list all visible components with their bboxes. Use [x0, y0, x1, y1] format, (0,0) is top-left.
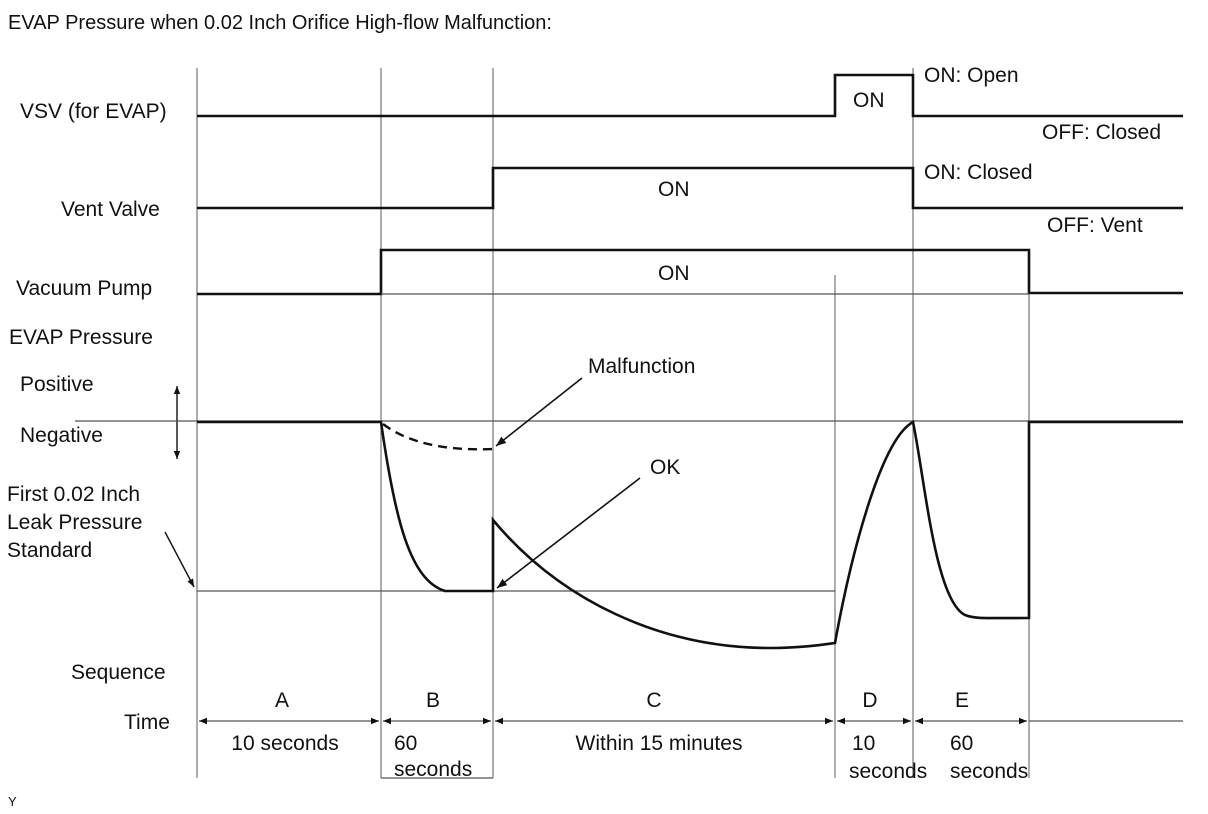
vsv-off-desc: OFF: Closed — [1042, 121, 1161, 144]
vsv-signal: VSV (for EVAP) ON ON: Open OFF: Closed — [20, 64, 1183, 144]
vent-valve-label: Vent Valve — [61, 198, 160, 221]
phase-c-time: Within 15 minutes — [576, 732, 743, 755]
evap-pressure-curve — [197, 420, 1183, 650]
standard-label-line-3: Standard — [7, 539, 92, 562]
phase-b-id: B — [426, 689, 440, 712]
vsv-on-desc: ON: Open — [924, 64, 1019, 87]
vent-on-desc: ON: Closed — [924, 161, 1033, 184]
ok-arrow — [496, 477, 641, 589]
negative-label: Negative — [20, 424, 103, 447]
footer-code: Y — [8, 794, 17, 809]
sequence-axis: Sequence Time A B C D E 10 seconds 60 se… — [71, 661, 1183, 783]
malfunction-label: Malfunction — [588, 355, 695, 378]
malfunction-dashed-curve — [382, 423, 494, 451]
phase-d-time-2: seconds — [849, 760, 927, 783]
ok-label: OK — [650, 456, 680, 479]
phase-b-time-2: seconds — [394, 758, 472, 781]
malfunction-arrow — [495, 377, 583, 447]
phase-d-time-1: 10 — [852, 732, 875, 755]
evap-pressure-label: EVAP Pressure — [9, 326, 153, 349]
pump-on-text: ON — [658, 262, 690, 285]
phase-e-time-1: 60 — [950, 732, 973, 755]
vsv-label: VSV (for EVAP) — [20, 100, 167, 123]
phase-d-id: D — [862, 689, 877, 712]
diagram-title: EVAP Pressure when 0.02 Inch Orifice Hig… — [8, 12, 552, 34]
phase-c-id: C — [646, 689, 661, 712]
vacuum-pump-label: Vacuum Pump — [16, 277, 152, 300]
evap-pressure-graph: EVAP Pressure Positive Negative First 0.… — [7, 326, 1183, 650]
vent-valve-signal: Vent Valve ON ON: Closed OFF: Vent — [61, 161, 1183, 237]
vsv-on-text: ON — [853, 89, 885, 112]
phase-e-time-2: seconds — [950, 760, 1028, 783]
sequence-label: Sequence — [71, 661, 166, 684]
standard-label-line-2: Leak Pressure — [7, 511, 142, 534]
vacuum-pump-signal: Vacuum Pump ON — [16, 248, 1183, 300]
positive-label: Positive — [20, 373, 94, 396]
time-label: Time — [124, 711, 170, 734]
phase-a-time: 10 seconds — [231, 732, 338, 755]
vent-on-text: ON — [658, 178, 690, 201]
standard-arrow — [164, 531, 195, 588]
standard-label-line-1: First 0.02 Inch — [7, 483, 140, 506]
phase-b-time-1: 60 — [394, 732, 417, 755]
phase-a-id: A — [275, 689, 289, 712]
vent-off-desc: OFF: Vent — [1047, 214, 1143, 237]
phase-e-id: E — [955, 689, 969, 712]
